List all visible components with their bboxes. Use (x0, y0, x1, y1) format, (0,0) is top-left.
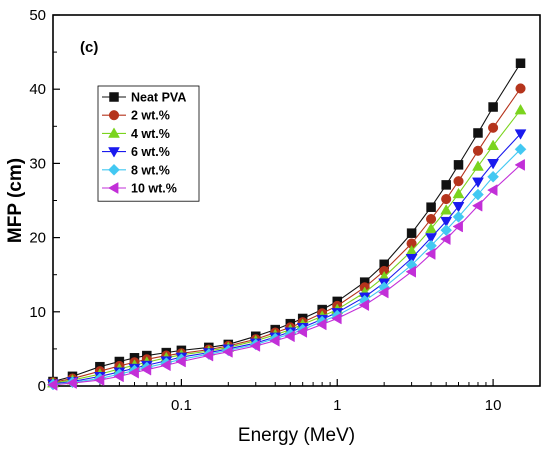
x-tick-label: 1 (333, 397, 341, 414)
data-point (426, 202, 436, 212)
data-point (488, 102, 498, 112)
data-point (471, 199, 483, 212)
legend-entry: 4 wt.% (102, 127, 170, 141)
data-point (175, 355, 186, 368)
x-axis-ticks: 0.1 1 10 (71, 379, 541, 414)
y-tick-label: 50 (29, 7, 46, 24)
y-tick-label: 30 (29, 155, 46, 172)
data-point (488, 122, 499, 133)
data-point (453, 176, 464, 187)
legend-entry: 6 wt.% (102, 145, 170, 159)
data-point (514, 143, 527, 156)
y-tick-label: 40 (29, 81, 46, 98)
data-point (440, 216, 453, 228)
data-point (425, 233, 438, 244)
legend-entry: Neat PVA (102, 91, 186, 105)
data-point (66, 377, 77, 389)
legend-label: Neat PVA (131, 91, 186, 105)
data-point (473, 128, 483, 138)
data-point (515, 58, 526, 68)
legend-label: 4 wt.% (131, 127, 170, 141)
data-point (487, 170, 499, 183)
data-point (441, 180, 451, 190)
legend-label: 2 wt.% (131, 109, 170, 123)
data-point (128, 366, 139, 379)
data-point (514, 129, 527, 140)
data-point (472, 188, 484, 201)
data-point (472, 145, 484, 156)
data-point (487, 139, 500, 150)
data-point (331, 312, 342, 325)
data-point (452, 220, 463, 233)
series-layer (46, 58, 527, 391)
legend-marker (109, 92, 119, 102)
data-point (316, 318, 327, 331)
data-point (249, 340, 261, 352)
data-point (296, 325, 308, 338)
series-5 (46, 158, 525, 391)
data-point (472, 177, 484, 188)
y-axis-label: MFP (cm) (5, 158, 26, 243)
data-point (46, 378, 58, 391)
data-point (426, 214, 437, 225)
data-point (440, 204, 453, 215)
legend-marker (108, 163, 120, 176)
legend-marker (108, 110, 120, 121)
x-axis-label: Energy (MeV) (238, 425, 355, 446)
legend-marker (108, 147, 120, 158)
data-point (514, 158, 525, 171)
data-point (452, 210, 465, 223)
data-point (406, 228, 417, 238)
data-point (269, 334, 280, 347)
data-point (452, 187, 465, 199)
data-point (222, 345, 233, 358)
data-point (515, 83, 526, 94)
data-point (452, 202, 465, 213)
data-point (487, 159, 500, 170)
y-axis-ticks: 0 10 20 30 40 50 (29, 7, 60, 395)
data-point (113, 370, 124, 383)
legend-entry: 8 wt.% (102, 163, 170, 177)
legend-marker (107, 182, 119, 194)
data-point (453, 160, 464, 170)
data-point (472, 160, 484, 171)
x-tick-label: 0.1 (171, 397, 192, 414)
y-tick-label: 10 (29, 304, 46, 321)
data-point (358, 299, 370, 312)
legend-marker (108, 127, 120, 138)
data-point (405, 254, 418, 265)
legend-entry: 2 wt.% (102, 109, 170, 123)
x-tick-label: 10 (485, 397, 502, 414)
data-point (140, 363, 152, 376)
data-point (440, 233, 451, 246)
data-point (160, 359, 171, 372)
data-point (93, 374, 105, 386)
legend-label: 8 wt.% (131, 163, 170, 177)
legend-label: 6 wt.% (131, 145, 170, 159)
legend: Neat PVA 2 wt.% 4 wt.% 6 wt.% 8 wt.% 10 wt.% (97, 85, 200, 202)
data-point (284, 330, 295, 343)
data-point (405, 265, 416, 278)
data-point (514, 103, 527, 115)
data-point (202, 349, 214, 362)
data-point (378, 286, 389, 299)
legend-label: 10 wt.% (131, 182, 177, 196)
panel-label: (c) (80, 39, 98, 56)
legend-entry: 10 wt.% (102, 182, 177, 196)
y-tick-label: 20 (29, 230, 46, 247)
data-point (425, 222, 438, 234)
data-point (425, 247, 436, 260)
data-point (441, 193, 452, 205)
legend-box (97, 85, 200, 202)
data-point (487, 184, 498, 197)
y-tick-label: 0 (38, 378, 46, 395)
